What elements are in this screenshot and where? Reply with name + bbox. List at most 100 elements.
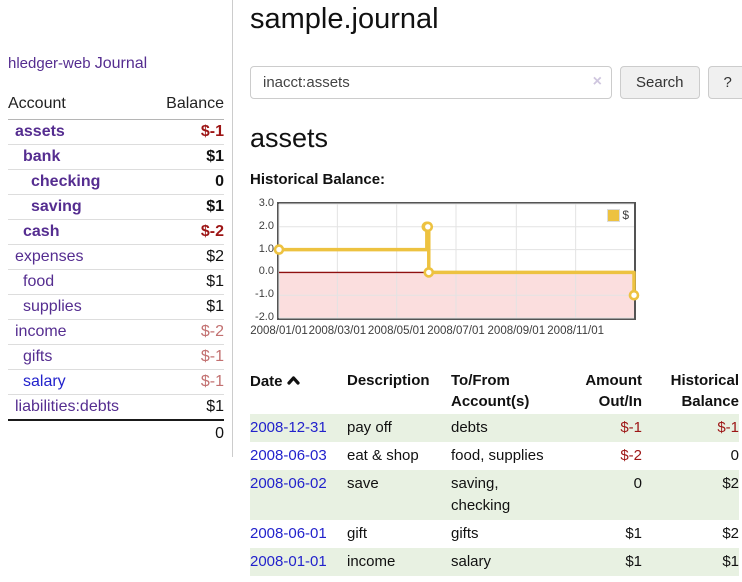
legend-label: $ bbox=[622, 208, 629, 222]
register-row: 2008-12-31 pay off debts $-1 $-1 bbox=[250, 414, 739, 442]
accounts-header-account: Account bbox=[8, 93, 151, 120]
transaction-amount: $1 bbox=[625, 525, 642, 542]
y-axis-tick-label: -1.0 bbox=[255, 288, 274, 301]
account-balance: $1 bbox=[150, 294, 224, 320]
x-axis-tick-label: 2008/07/01 bbox=[427, 325, 485, 337]
x-axis-tick-label: 2008/01/01 bbox=[250, 325, 308, 337]
account-link-salary[interactable]: salary bbox=[23, 373, 66, 390]
account-link-supplies[interactable]: supplies bbox=[23, 298, 82, 315]
sidebar-item-journal[interactable]: Journal bbox=[94, 55, 148, 72]
register-header-accounts: To/From Account(s) bbox=[451, 372, 530, 410]
account-link-checking[interactable]: checking bbox=[31, 173, 101, 190]
account-link-cash[interactable]: cash bbox=[23, 223, 60, 240]
account-link-liabilities-debts[interactable]: liabilities:debts bbox=[15, 398, 120, 415]
transaction-balance: $2 bbox=[722, 525, 739, 542]
search-button[interactable]: Search bbox=[620, 66, 700, 99]
register-header-amount: Amount Out/In bbox=[585, 372, 642, 410]
account-link-saving[interactable]: saving bbox=[31, 198, 82, 215]
transaction-amount: $1 bbox=[625, 553, 642, 570]
account-link-food[interactable]: food bbox=[23, 273, 55, 290]
register-header-date[interactable]: Date bbox=[250, 368, 347, 414]
account-row: food $1 bbox=[8, 269, 224, 295]
account-row: gifts $-1 bbox=[8, 344, 224, 370]
transaction-date-link[interactable]: 2008-12-31 bbox=[250, 419, 327, 436]
transaction-description: pay off bbox=[347, 419, 392, 436]
account-link-income[interactable]: income bbox=[15, 323, 67, 340]
register-row: 2008-06-03 eat & shop food, supplies $-2… bbox=[250, 442, 739, 470]
transaction-date-link[interactable]: 2008-06-01 bbox=[250, 525, 327, 542]
transaction-description: gift bbox=[347, 525, 368, 542]
transaction-amount: $-2 bbox=[620, 447, 642, 464]
account-heading: assets bbox=[250, 123, 329, 153]
register-row: 2008-01-01 income salary $1 $1 bbox=[250, 548, 739, 576]
account-balance: 0 bbox=[150, 169, 224, 195]
account-balance: $1 bbox=[150, 194, 224, 220]
account-row: bank $1 bbox=[8, 144, 224, 170]
transaction-accounts: salary bbox=[451, 553, 492, 570]
account-balance: $1 bbox=[150, 394, 224, 421]
account-link-gifts[interactable]: gifts bbox=[23, 348, 53, 365]
register-header-date-label: Date bbox=[250, 373, 283, 390]
clear-search-icon[interactable]: × bbox=[592, 73, 602, 90]
y-axis-tick-label: 0.0 bbox=[258, 265, 274, 278]
account-row: expenses $2 bbox=[8, 244, 224, 270]
transaction-date-link[interactable]: 2008-01-01 bbox=[250, 553, 327, 570]
x-axis-tick-label: 2008/11/01 bbox=[547, 325, 604, 337]
accounts-table: Account Balance assets $-1 bank $1 check… bbox=[8, 93, 224, 447]
account-link-expenses[interactable]: expenses bbox=[15, 248, 84, 265]
search-input[interactable] bbox=[250, 66, 612, 99]
app-title-link[interactable]: hledger-web bbox=[8, 55, 91, 72]
sidebar: hledger-web Journal Account Balance asse… bbox=[0, 0, 233, 457]
accounts-total-row: 0 bbox=[8, 419, 224, 447]
transaction-accounts: gifts bbox=[451, 525, 479, 542]
account-balance: $-2 bbox=[150, 219, 224, 245]
account-balance: $-1 bbox=[150, 369, 224, 395]
account-row: income $-2 bbox=[8, 319, 224, 345]
transaction-accounts: debts bbox=[451, 419, 488, 436]
transaction-accounts: food, supplies bbox=[451, 447, 544, 464]
y-axis-tick-label: 1.0 bbox=[258, 242, 274, 255]
account-row: saving $1 bbox=[8, 194, 224, 220]
account-balance: $1 bbox=[150, 269, 224, 295]
account-balance: $-1 bbox=[150, 119, 224, 145]
account-link-bank[interactable]: bank bbox=[23, 148, 61, 165]
transaction-amount: 0 bbox=[633, 475, 642, 492]
account-row: cash $-2 bbox=[8, 219, 224, 245]
legend-swatch-icon bbox=[607, 208, 621, 222]
chart-plot-area: $ bbox=[273, 202, 640, 320]
transaction-balance: $2 bbox=[722, 475, 739, 492]
chart-canvas bbox=[273, 203, 640, 319]
main-content: sample.journal × Search ? assets Histori… bbox=[233, 0, 742, 576]
register-header-description: Description bbox=[347, 372, 430, 389]
account-row: assets $-1 bbox=[8, 119, 224, 145]
account-balance: $-2 bbox=[150, 319, 224, 345]
transaction-description: eat & shop bbox=[347, 447, 419, 464]
chart-legend: $ bbox=[605, 207, 631, 223]
transaction-description: income bbox=[347, 553, 396, 570]
register-table: Date Description To/From Account(s) Amou… bbox=[250, 368, 739, 576]
register-header-balance: Historical Balance bbox=[670, 372, 739, 410]
register-row: 2008-06-01 gift gifts $1 $2 bbox=[250, 520, 739, 548]
account-row: supplies $1 bbox=[8, 294, 224, 320]
account-row: liabilities:debts $1 bbox=[8, 394, 224, 421]
account-balance: $2 bbox=[150, 244, 224, 270]
transaction-date-link[interactable]: 2008-06-02 bbox=[250, 475, 327, 492]
x-axis-tick-label: 2008/05/01 bbox=[367, 325, 426, 337]
transaction-amount: $-1 bbox=[620, 419, 642, 436]
transaction-accounts: saving, checking bbox=[451, 475, 511, 514]
register-row: 2008-06-02 save saving, checking 0 $2 bbox=[250, 470, 739, 520]
sort-ascending-icon bbox=[286, 370, 300, 391]
transaction-balance: $1 bbox=[722, 553, 739, 570]
transaction-balance: $-1 bbox=[717, 419, 739, 436]
help-button[interactable]: ? bbox=[707, 66, 742, 99]
transaction-date-link[interactable]: 2008-06-03 bbox=[250, 447, 327, 464]
transaction-description: save bbox=[347, 475, 379, 492]
y-axis-tick-label: 2.0 bbox=[258, 219, 274, 232]
account-balance: $1 bbox=[150, 144, 224, 170]
x-axis-tick-label: 2008/09/01 bbox=[487, 325, 546, 337]
historical-balance-chart: 3.0 2.0 1.0 0.0 -1.0 -2.0 $ 2008/01/01 2008/03… bbox=[250, 197, 742, 341]
page-title: sample.journal bbox=[250, 3, 439, 35]
y-axis-tick-label: -2.0 bbox=[255, 311, 274, 323]
account-link-assets[interactable]: assets bbox=[15, 123, 65, 140]
y-axis-tick-label: 3.0 bbox=[258, 197, 274, 209]
